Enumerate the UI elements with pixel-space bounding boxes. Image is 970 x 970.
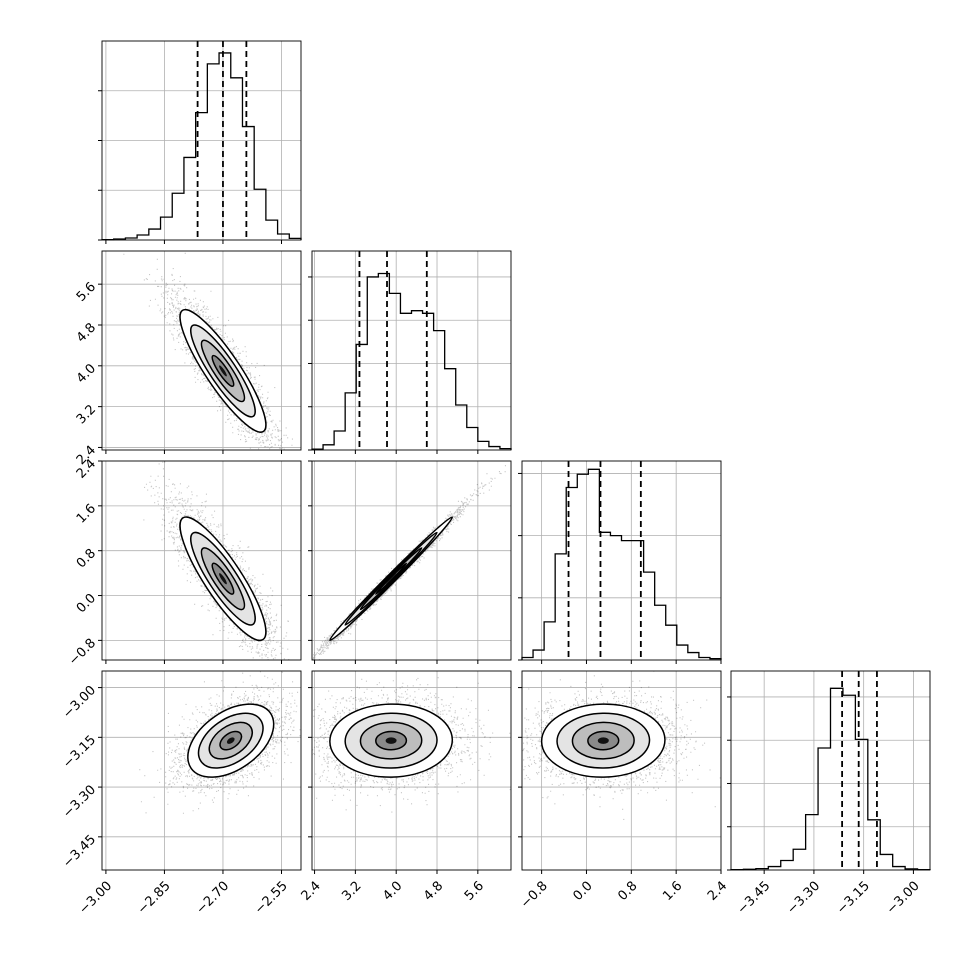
y-tick-label: −3.00 (60, 683, 99, 722)
panel-frame (311, 250, 512, 451)
x-tick-label: 0.8 (615, 879, 640, 904)
y-tick-label: 5.6 (74, 280, 99, 305)
x-tick-label: −3.30 (784, 879, 823, 918)
panel-frame (521, 670, 722, 871)
histogram-step (311, 272, 512, 450)
histogram-step (730, 687, 931, 871)
y-tick-label: 4.8 (74, 320, 99, 345)
panel-frame (521, 460, 722, 661)
panel-content (522, 671, 721, 870)
y-tick-label: 3.2 (74, 402, 99, 427)
y-tick-label: −3.15 (60, 733, 99, 772)
x-tick-label: −2.55 (252, 879, 291, 918)
x-tick-label: −3.15 (834, 879, 873, 918)
x-tick-label: 4.8 (421, 879, 446, 904)
x-tick-label: −0.8 (518, 879, 551, 912)
panel-frame (730, 670, 931, 871)
density-peak (219, 365, 227, 377)
panel-content (102, 461, 301, 660)
y-tick-label: 0.0 (74, 591, 99, 616)
scatter-panel-3-2 (518, 670, 722, 874)
y-tick-label: −3.45 (60, 832, 99, 871)
x-tick-label: −3.00 (76, 879, 115, 918)
panel-content (102, 671, 301, 870)
x-tick-label: −3.00 (884, 879, 923, 918)
scatter-panel-1-0 (98, 250, 302, 454)
x-tick-label: 2.4 (299, 879, 324, 904)
panel-frame (311, 460, 512, 661)
panel-content (312, 461, 511, 660)
scatter-panel-3-1 (308, 670, 512, 874)
scatter-panel-2-0 (98, 460, 302, 664)
panel-content (102, 251, 301, 450)
x-tick-label: 1.6 (660, 879, 685, 904)
x-tick-label: 4.0 (380, 879, 405, 904)
y-tick-label: −3.30 (60, 783, 99, 822)
x-tick-label: −2.85 (135, 879, 174, 918)
panel-frame (101, 40, 302, 241)
panel-content (312, 671, 511, 870)
x-tick-label: 3.2 (339, 879, 364, 904)
panel-frame (311, 670, 512, 871)
y-tick-label: 4.0 (74, 361, 99, 386)
scatter-panel-3-0 (98, 670, 302, 874)
panel-frame (101, 460, 302, 661)
x-tick-label: 5.6 (462, 879, 487, 904)
panel-frame (101, 250, 302, 451)
histogram-panel-0 (98, 40, 302, 244)
histogram-step (101, 52, 302, 241)
x-tick-label: −2.70 (193, 879, 232, 918)
density-peak (385, 573, 397, 585)
y-tick-label: 1.6 (74, 501, 99, 526)
x-tick-label: −3.45 (735, 879, 774, 918)
histogram-panel-1 (308, 250, 512, 454)
y-tick-label: −0.8 (66, 636, 99, 669)
histogram-panel-2 (518, 460, 722, 664)
histogram-panel-3 (727, 670, 931, 874)
density-peak (226, 737, 235, 744)
x-tick-label: 0.0 (570, 879, 595, 904)
y-tick-label: 0.8 (74, 546, 99, 571)
density-peak (219, 573, 227, 585)
scatter-panel-2-1 (308, 460, 512, 664)
density-peak (597, 737, 609, 744)
panel-frame (101, 670, 302, 871)
density-peak (385, 737, 397, 744)
x-tick-label: 2.4 (705, 879, 730, 904)
histogram-step (521, 468, 722, 660)
